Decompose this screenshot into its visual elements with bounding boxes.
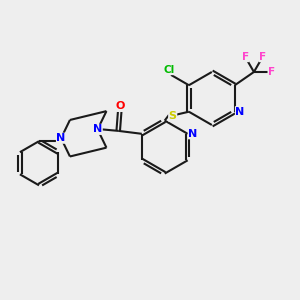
Text: N: N	[188, 129, 198, 139]
Text: S: S	[169, 111, 177, 121]
Text: F: F	[268, 67, 275, 77]
Text: N: N	[56, 133, 66, 143]
Text: N: N	[93, 124, 102, 134]
Text: Cl: Cl	[163, 64, 174, 75]
Text: F: F	[242, 52, 249, 62]
Text: O: O	[115, 101, 124, 111]
Text: F: F	[259, 52, 266, 62]
Text: N: N	[236, 107, 245, 117]
